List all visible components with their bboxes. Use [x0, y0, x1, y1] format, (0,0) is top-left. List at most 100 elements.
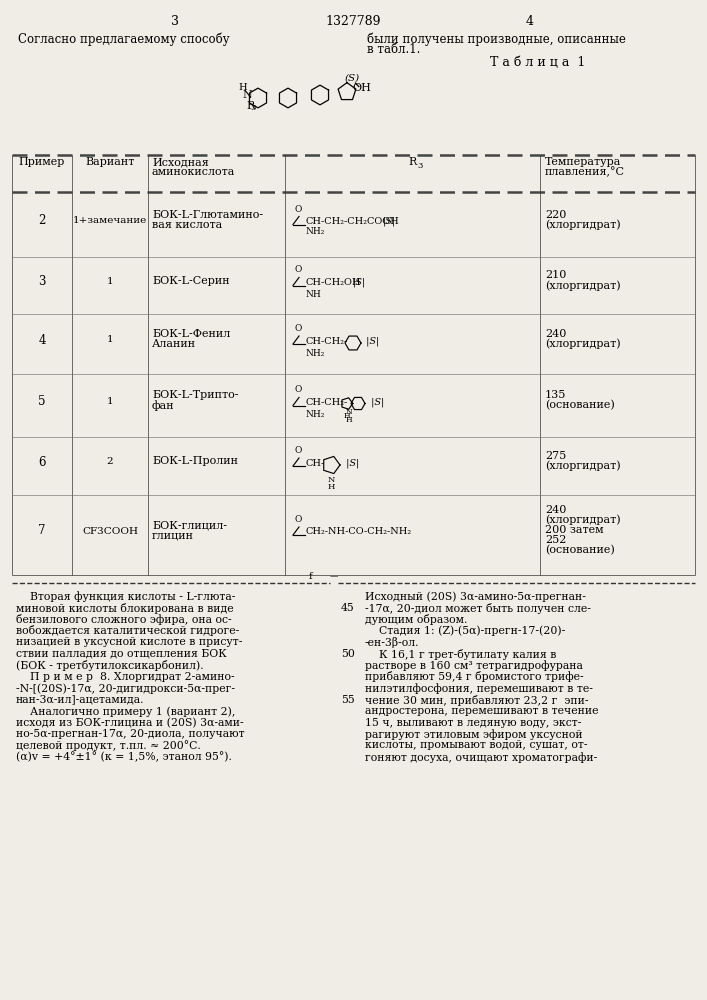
Text: O: O: [294, 324, 302, 333]
Text: 240: 240: [545, 329, 566, 339]
Text: Пример: Пример: [19, 157, 65, 167]
Text: O: O: [294, 265, 302, 274]
Text: NH₂: NH₂: [306, 227, 325, 236]
Text: Вторая функция кислоты - L-глюта-: Вторая функция кислоты - L-глюта-: [16, 591, 235, 602]
Text: целевой продукт, т.пл. ≈ 200°С.: целевой продукт, т.пл. ≈ 200°С.: [16, 740, 201, 751]
Text: были получены производные, описанные: были получены производные, описанные: [367, 32, 626, 45]
Text: рагируют этиловым эфиром уксусной: рагируют этиловым эфиром уксусной: [365, 729, 583, 740]
Text: К 16,1 г трет-бутилату калия в: К 16,1 г трет-бутилату калия в: [365, 648, 556, 660]
Text: Стадия 1: (Z)-(5α)-прегн-17-(20)-: Стадия 1: (Z)-(5α)-прегн-17-(20)-: [365, 626, 566, 636]
Text: БОК-L-Серин: БОК-L-Серин: [152, 275, 230, 286]
Text: БОК-глицил-: БОК-глицил-: [152, 520, 227, 530]
Text: -ен-3β-ол.: -ен-3β-ол.: [365, 637, 419, 648]
Text: f: f: [308, 572, 312, 581]
Text: -N-[(20S)-17α, 20-дигидрокси-5α-прег-: -N-[(20S)-17α, 20-дигидрокси-5α-прег-: [16, 683, 235, 694]
Text: прибавляют 59,4 г бромистого трифе-: прибавляют 59,4 г бромистого трифе-: [365, 672, 583, 682]
Text: Аланин: Аланин: [152, 339, 196, 349]
Text: NH₂: NH₂: [306, 349, 325, 358]
Text: растворе в 160 см³ тетрагидрофурана: растворе в 160 см³ тетрагидрофурана: [365, 660, 583, 671]
Text: андростерона, перемешивают в течение: андростерона, перемешивают в течение: [365, 706, 599, 716]
Text: (БОК - третбутилоксикарбонил).: (БОК - третбутилоксикарбонил).: [16, 660, 204, 671]
Text: CH-: CH-: [306, 458, 325, 468]
Text: O: O: [294, 205, 302, 214]
Text: 1+замечание: 1+замечание: [73, 216, 147, 225]
Text: исходя из БОК-глицина и (20S) 3α-ами-: исходя из БОК-глицина и (20S) 3α-ами-: [16, 718, 244, 728]
Text: кислоты, промывают водой, сушат, от-: кислоты, промывают водой, сушат, от-: [365, 740, 588, 750]
Text: БОК-L-Фенил: БОК-L-Фенил: [152, 329, 230, 339]
Text: CF3COOH: CF3COOH: [82, 526, 138, 536]
Text: БОК-L-Трипто-: БОК-L-Трипто-: [152, 390, 238, 400]
Text: (хлоргидрат): (хлоргидрат): [545, 515, 621, 525]
Text: 4: 4: [526, 15, 534, 28]
Text: фан: фан: [152, 400, 175, 411]
Text: 220: 220: [545, 210, 566, 220]
Text: H: H: [327, 483, 334, 491]
Text: в табл.1.: в табл.1.: [367, 43, 421, 56]
Text: (хлоргидрат): (хлоргидрат): [545, 339, 621, 349]
Text: нан-3α-ил]-ацетамида.: нан-3α-ил]-ацетамида.: [16, 694, 144, 704]
Text: бензилового сложного эфира, она ос-: бензилового сложного эфира, она ос-: [16, 614, 232, 625]
Text: (основание): (основание): [545, 545, 615, 555]
Text: 3: 3: [250, 104, 255, 112]
Text: |S|: |S|: [363, 336, 379, 346]
Text: 1327789: 1327789: [325, 15, 381, 28]
Text: |S|: |S|: [343, 458, 359, 468]
Text: нилэтилфосфония, перемешивают в те-: нилэтилфосфония, перемешивают в те-: [365, 683, 593, 694]
Text: (α)v = +4°±1° (к = 1,5%, этанол 95°).: (α)v = +4°±1° (к = 1,5%, этанол 95°).: [16, 752, 232, 763]
Text: 275: 275: [545, 451, 566, 461]
Text: (хлоргидрат): (хлоргидрат): [545, 219, 621, 230]
Text: Т а б л и ц а  1: Т а б л и ц а 1: [490, 56, 585, 69]
Text: Температура: Температура: [545, 157, 621, 167]
Text: вобождается каталитической гидроге-: вобождается каталитической гидроге-: [16, 626, 239, 637]
Text: O: O: [294, 515, 302, 524]
Text: O: O: [294, 385, 302, 394]
Text: H: H: [344, 412, 350, 420]
Text: CH-CH₂-CH₂COOH: CH-CH₂-CH₂COOH: [306, 217, 399, 226]
Text: |S|: |S|: [383, 217, 396, 226]
Text: низацией в уксусной кислоте в присут-: низацией в уксусной кислоте в присут-: [16, 637, 243, 647]
Text: БОК-L-Пролин: БОК-L-Пролин: [152, 456, 238, 466]
Text: O: O: [294, 446, 302, 455]
Text: -17α, 20-диол может быть получен сле-: -17α, 20-диол может быть получен сле-: [365, 602, 591, 613]
Text: (хлоргидрат): (хлоргидрат): [545, 461, 621, 471]
Text: H: H: [346, 416, 352, 424]
Text: 2: 2: [38, 214, 46, 227]
Text: 1: 1: [107, 277, 113, 286]
Text: 200 затем: 200 затем: [545, 525, 604, 535]
Text: Исходная: Исходная: [152, 157, 209, 167]
Text: ствии палладия до отщепления БОК: ствии палладия до отщепления БОК: [16, 648, 227, 658]
Text: Согласно предлагаемому способу: Согласно предлагаемому способу: [18, 32, 230, 45]
Text: CH-CH₂OH: CH-CH₂OH: [306, 278, 361, 287]
Text: CH-CH₂-: CH-CH₂-: [306, 336, 349, 346]
Text: 3: 3: [38, 275, 46, 288]
Text: 4: 4: [38, 334, 46, 347]
Text: 135: 135: [545, 390, 566, 400]
Text: плавления,°C: плавления,°C: [545, 167, 625, 178]
Text: R: R: [409, 157, 416, 167]
Text: П р и м е р  8. Хлоргидрат 2-амино-: П р и м е р 8. Хлоргидрат 2-амино-: [16, 672, 235, 682]
Text: N: N: [346, 408, 352, 416]
Text: CH₂-NH-CO-CH₂-NH₂: CH₂-NH-CO-CH₂-NH₂: [306, 528, 412, 536]
Text: 15 ч, выливают в ледяную воду, экст-: 15 ч, выливают в ледяную воду, экст-: [365, 718, 581, 728]
Text: NH: NH: [306, 290, 322, 299]
Text: 1: 1: [107, 397, 113, 406]
Text: (основание): (основание): [545, 400, 615, 411]
Text: 45: 45: [341, 603, 355, 613]
Text: дующим образом.: дующим образом.: [365, 614, 467, 625]
Text: Исходный (20S) 3α-амино-5α-прегнан-: Исходный (20S) 3α-амино-5α-прегнан-: [365, 591, 586, 602]
Text: 252: 252: [545, 535, 566, 545]
Text: но-5α-прегнан-17α, 20-диола, получают: но-5α-прегнан-17α, 20-диола, получают: [16, 729, 245, 739]
Text: —: —: [330, 572, 339, 580]
Text: 2: 2: [107, 458, 113, 466]
Text: вая кислота: вая кислота: [152, 220, 222, 230]
Text: 6: 6: [38, 456, 46, 468]
Text: Аналогично примеру 1 (вариант 2),: Аналогично примеру 1 (вариант 2),: [16, 706, 235, 717]
Text: N: N: [243, 90, 252, 100]
Text: чение 30 мин, прибавляют 23,2 г  эпи-: чение 30 мин, прибавляют 23,2 г эпи-: [365, 694, 588, 706]
Text: БОК-L-Глютамино-: БОК-L-Глютамино-: [152, 210, 263, 220]
Text: 210: 210: [545, 270, 566, 280]
Text: гоняют досуха, очищают хроматографи-: гоняют досуха, очищают хроматографи-: [365, 752, 597, 763]
Text: 3: 3: [171, 15, 179, 28]
Text: NH₂: NH₂: [306, 410, 325, 419]
Text: R: R: [246, 101, 255, 111]
